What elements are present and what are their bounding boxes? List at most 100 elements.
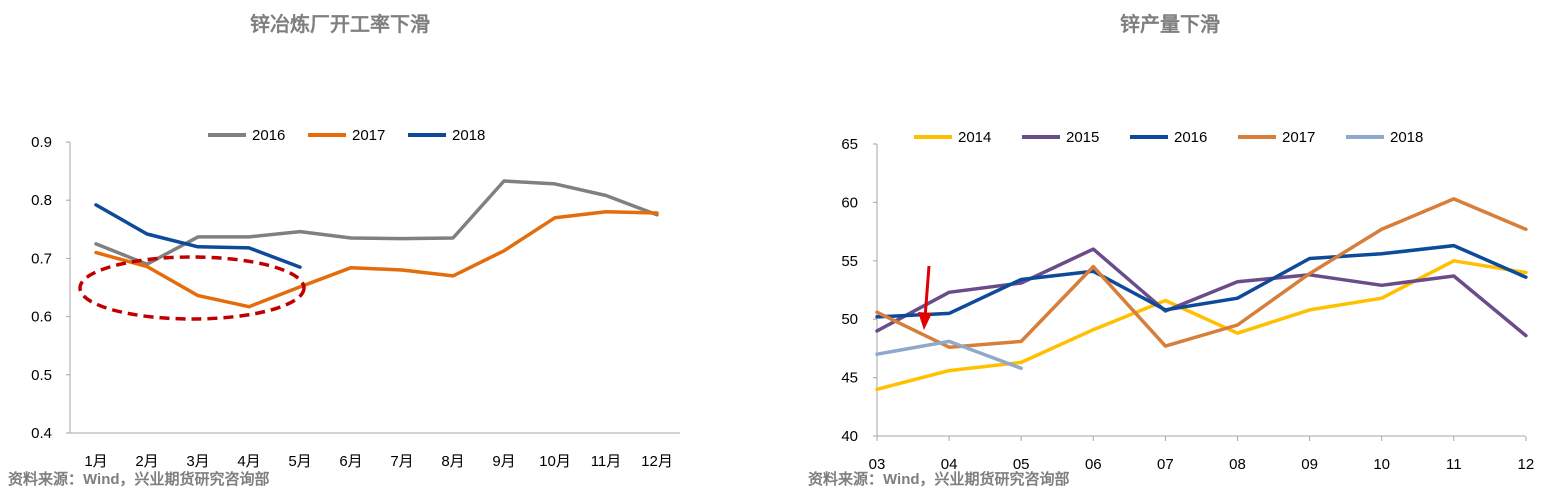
right-series-2015-line xyxy=(875,247,1528,338)
right-y-tick-label: 50 xyxy=(841,311,858,328)
right-series-2017-point xyxy=(947,346,951,349)
right-x-tick-label: 12 xyxy=(1518,456,1535,473)
left-legend-label-2017: 2017 xyxy=(352,127,385,144)
left-series-2016-point xyxy=(604,194,608,197)
left-series-2016-point xyxy=(196,235,200,239)
left-series-2018-point xyxy=(94,203,98,207)
left-x-tick-label: 9月 xyxy=(492,453,515,470)
right-x-tick-label: 08 xyxy=(1229,456,1246,473)
right-series-2016-point xyxy=(947,312,951,315)
right-y-tick-label: 60 xyxy=(841,194,858,211)
right-legend-label-2016: 2016 xyxy=(1174,129,1207,146)
right-series-2014-point xyxy=(947,369,951,372)
source-note-right: 资料来源：Wind，兴业期货研究咨询部 xyxy=(808,471,1070,488)
left-series-2018-point xyxy=(247,246,251,250)
right-series-2014-point xyxy=(1380,297,1383,300)
left-series-2017-point xyxy=(502,249,506,252)
left-series-2017-point xyxy=(604,210,608,213)
right-series-2017-point xyxy=(1524,228,1528,231)
right-series-2016-point xyxy=(875,315,879,319)
right-y-tick-label: 40 xyxy=(841,428,858,445)
left-series-2017-point xyxy=(298,285,302,289)
right-series-2017-point xyxy=(1380,228,1383,231)
left-series-2016-point xyxy=(553,182,557,186)
left-series-2017-point xyxy=(145,265,149,268)
right-series-2016-line xyxy=(875,243,1528,319)
right-annotation-arrow-head xyxy=(918,312,932,330)
right-series-2015-point xyxy=(947,291,951,294)
right-series-2016-point xyxy=(1092,270,1095,273)
right-series-2017-point xyxy=(1092,265,1095,268)
right-annotation-arrow-shaft xyxy=(923,265,931,319)
left-series-2017-point xyxy=(655,211,659,215)
right-series-2015-point xyxy=(1020,281,1023,285)
left-x-tick-label: 8月 xyxy=(441,453,464,470)
right-x-tick-label: 03 xyxy=(869,456,886,473)
right-series-2016-point xyxy=(1020,278,1023,281)
right-series-2014-point xyxy=(1308,308,1311,312)
left-series-2016-point xyxy=(298,230,302,233)
left-series-2016-line xyxy=(94,179,659,266)
right-legend-label-2017: 2017 xyxy=(1282,129,1315,146)
left-legend-label-2018: 2018 xyxy=(452,127,485,144)
right-series-2015-point xyxy=(1380,284,1383,287)
left-x-tick-label: 12月 xyxy=(641,453,673,470)
right-series-2014-point xyxy=(1092,328,1095,331)
chart-title-zinc-output: 锌产量下滑 xyxy=(1120,14,1220,36)
left-x-tick-label: 11月 xyxy=(591,453,622,470)
chart-title-operating-rate: 锌冶炼厂开工率下滑 xyxy=(250,14,430,36)
left-x-tick-label: 3月 xyxy=(186,453,209,470)
left-series-2017-point xyxy=(196,294,200,297)
left-x-tick-label: 6月 xyxy=(339,453,362,470)
right-x-tick-label: 06 xyxy=(1085,456,1102,473)
right-legend-label-2014: 2014 xyxy=(958,129,991,146)
left-annotation-ellipse xyxy=(78,255,306,321)
left-x-tick-label: 5月 xyxy=(288,453,311,470)
left-series-2016-point xyxy=(349,236,353,240)
left-series-2017-point xyxy=(400,268,404,272)
right-series-2015-point xyxy=(1092,247,1095,251)
right-series-2017-point xyxy=(1236,323,1239,327)
right-legend-label-2015: 2015 xyxy=(1066,129,1099,146)
left-series-2017-point xyxy=(94,251,98,254)
left-series-2016-point xyxy=(451,236,455,240)
left-y-tick-label: 0.9 xyxy=(31,134,52,151)
right-series-2016-point xyxy=(1164,308,1167,312)
right-x-tick-label: 04 xyxy=(941,456,958,473)
right-series-2017-point xyxy=(1308,272,1311,275)
left-y-tick-label: 0.4 xyxy=(31,425,52,442)
left-series-2017-point xyxy=(553,216,557,219)
left-series-2018-point xyxy=(298,265,302,269)
left-y-tick-label: 0.6 xyxy=(31,309,52,326)
left-series-2018-point xyxy=(196,245,200,248)
right-series-2016-point xyxy=(1236,297,1239,300)
right-series-2017-point xyxy=(1452,197,1456,201)
left-legend-label-2016: 2016 xyxy=(252,127,285,144)
right-y-tick-label: 45 xyxy=(841,370,858,387)
right-y-tick-label: 65 xyxy=(841,136,858,153)
right-series-2016-point xyxy=(1380,252,1383,255)
right-series-2016-point xyxy=(1524,276,1528,279)
left-series-2016-point xyxy=(94,242,98,246)
left-y-tick-label: 0.8 xyxy=(31,192,52,209)
left-series-2016-point xyxy=(400,237,404,240)
right-series-2015-point xyxy=(1524,334,1528,337)
right-legend-label-2018: 2018 xyxy=(1390,129,1423,146)
left-series-2016-point xyxy=(247,235,251,239)
left-series-2017-point xyxy=(451,274,455,278)
left-x-tick-label: 7月 xyxy=(390,453,413,470)
left-series-2016-point xyxy=(502,179,506,183)
right-series-2017-point xyxy=(1020,340,1023,343)
left-x-tick-label: 10月 xyxy=(539,453,571,470)
left-series-2018-point xyxy=(145,232,149,236)
left-series-2017-point xyxy=(349,266,353,269)
right-series-2014-point xyxy=(1020,361,1023,364)
right-x-tick-label: 05 xyxy=(1013,456,1030,473)
right-series-2017-point xyxy=(875,311,879,314)
right-series-2018-point xyxy=(1020,367,1023,370)
right-series-2017-point xyxy=(1164,344,1167,348)
right-y-tick-label: 55 xyxy=(841,253,858,270)
right-series-2014-point xyxy=(1236,332,1239,335)
right-series-2014-point xyxy=(1452,259,1456,262)
